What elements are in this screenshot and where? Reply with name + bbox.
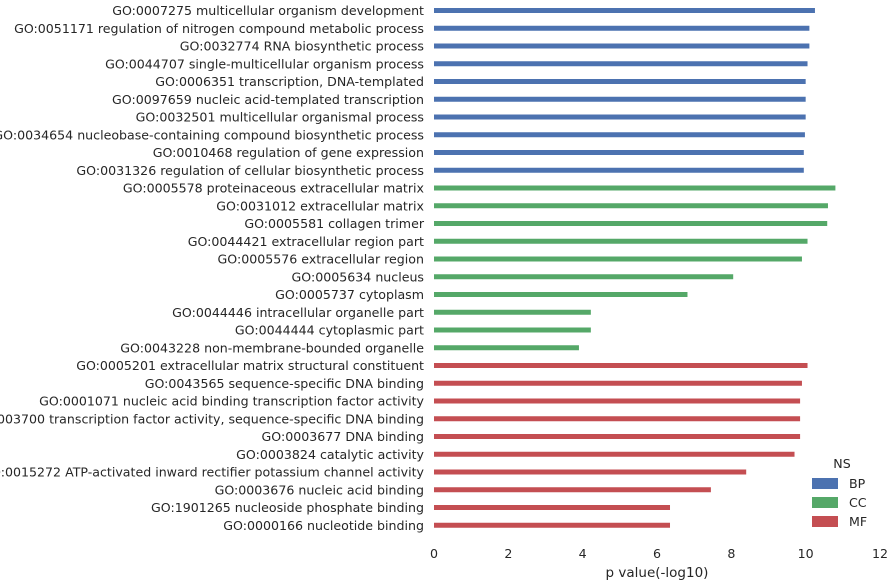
legend-label-mf: MF bbox=[849, 514, 867, 529]
category-label: GO:0031012 extracellular matrix bbox=[216, 198, 424, 213]
x-tick-label: 6 bbox=[653, 546, 661, 561]
bar-cc bbox=[434, 256, 802, 262]
x-tick-labels: 0 2 4 6 8 10 12 bbox=[430, 546, 888, 561]
bar-cc bbox=[434, 203, 828, 209]
bar-bp bbox=[434, 8, 815, 13]
x-tick-label: 8 bbox=[727, 546, 735, 561]
bar-mf bbox=[434, 416, 801, 422]
x-tick-label: 12 bbox=[872, 546, 888, 561]
legend-swatch-cc bbox=[812, 497, 838, 508]
bar-cc bbox=[434, 185, 836, 191]
x-tick-label: 10 bbox=[798, 546, 814, 561]
category-label: GO:0044421 extracellular region part bbox=[188, 234, 424, 249]
bar-bp bbox=[434, 61, 808, 67]
category-label: GO:0005576 extracellular region bbox=[218, 252, 424, 267]
bar-bp bbox=[434, 96, 806, 102]
legend-swatch-bp bbox=[812, 478, 838, 489]
bar-cc bbox=[434, 345, 579, 351]
x-tick-label: 2 bbox=[504, 546, 512, 561]
category-label: GO:0005737 cytoplasm bbox=[275, 287, 424, 302]
category-label: GO:0000166 nucleotide binding bbox=[223, 518, 424, 533]
bar-bp bbox=[434, 167, 804, 173]
category-label: GO:0044444 cytoplasmic part bbox=[235, 323, 424, 338]
bar-bp bbox=[434, 132, 805, 138]
category-label: GO:0005201 extracellular matrix structur… bbox=[76, 358, 424, 373]
category-label: GO:0003676 nucleic acid binding bbox=[215, 482, 424, 497]
bar-bp bbox=[434, 150, 804, 155]
category-label: GO:0015272 ATP-activated inward rectifie… bbox=[0, 465, 425, 480]
legend: NS BP CC MF bbox=[812, 456, 867, 529]
legend-label-cc: CC bbox=[849, 495, 867, 510]
bar-mf bbox=[434, 434, 801, 439]
category-label: GO:0005634 nucleus bbox=[292, 269, 424, 284]
bar-cc bbox=[434, 238, 808, 244]
x-axis-label: p value(-log10) bbox=[606, 565, 709, 581]
category-label: GO:0001071 nucleic acid binding transcri… bbox=[39, 394, 424, 409]
category-label: GO:0044707 single-multicellular organism… bbox=[105, 56, 424, 71]
bar-bp bbox=[434, 114, 806, 120]
category-label: GO:0097659 nucleic acid-templated transc… bbox=[112, 92, 424, 107]
bar-mf bbox=[434, 505, 671, 510]
bar-bp bbox=[434, 79, 806, 84]
bars bbox=[434, 8, 836, 528]
category-label: GO:0005578 proteinaceous extracellular m… bbox=[123, 181, 425, 196]
category-label: GO:0043228 non-membrane-bounded organell… bbox=[120, 340, 424, 355]
bar-cc bbox=[434, 327, 591, 333]
bar-cc bbox=[434, 221, 828, 226]
x-tick-label: 0 bbox=[430, 546, 438, 561]
bar-bp bbox=[434, 43, 810, 49]
category-label: GO:0034654 nucleobase-containing compoun… bbox=[0, 127, 424, 142]
category-labels: GO:0007275 multicellular organism develo… bbox=[0, 3, 425, 533]
bar-cc bbox=[434, 309, 591, 315]
legend-swatch-mf bbox=[812, 516, 838, 527]
bar-bp bbox=[434, 25, 810, 31]
bar-mf bbox=[434, 363, 808, 368]
bar-mf bbox=[434, 398, 801, 404]
category-label: GO:0043565 sequence-specific DNA binding bbox=[145, 376, 424, 391]
bar-mf bbox=[434, 451, 795, 457]
category-label: GO:0044446 intracellular organelle part bbox=[172, 305, 424, 320]
category-label: GO:0010468 regulation of gene expression bbox=[153, 145, 424, 160]
category-label: GO:0007275 multicellular organism develo… bbox=[112, 3, 424, 18]
category-label: GO:0003700 transcription factor activity… bbox=[0, 411, 424, 426]
bar-mf bbox=[434, 469, 747, 475]
bar-cc bbox=[434, 274, 734, 280]
category-label: GO:0051171 regulation of nitrogen compou… bbox=[14, 21, 424, 36]
bar-cc bbox=[434, 292, 688, 297]
bar-mf bbox=[434, 380, 802, 386]
category-label: GO:0003677 DNA binding bbox=[262, 429, 424, 444]
legend-entries: BP CC MF bbox=[812, 476, 867, 529]
category-label: GO:0005581 collagen trimer bbox=[244, 216, 424, 231]
category-label: GO:0032501 multicellular organismal proc… bbox=[136, 110, 424, 125]
bar-mf bbox=[434, 522, 671, 528]
category-label: GO:0031326 regulation of cellular biosyn… bbox=[76, 163, 424, 178]
category-label: GO:0006351 transcription, DNA-templated bbox=[155, 74, 424, 89]
legend-title: NS bbox=[833, 456, 850, 471]
category-label: GO:0003824 catalytic activity bbox=[236, 447, 424, 462]
bar-mf bbox=[434, 487, 711, 493]
category-label: GO:1901265 nucleoside phosphate binding bbox=[151, 500, 424, 515]
category-label: GO:0032774 RNA biosynthetic process bbox=[180, 39, 424, 54]
legend-label-bp: BP bbox=[849, 476, 866, 491]
x-tick-label: 4 bbox=[579, 546, 587, 561]
